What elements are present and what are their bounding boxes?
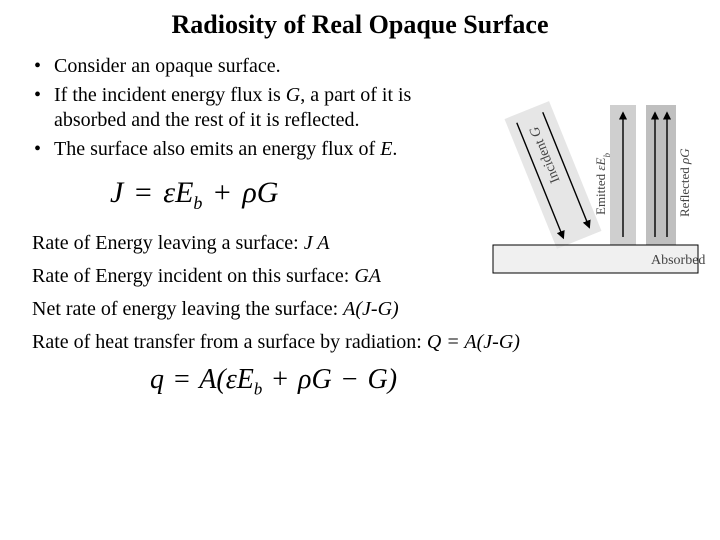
- text-line: Rate of heat transfer from a surface by …: [32, 331, 690, 354]
- bullet-item: If the incident energy flux is G, a part…: [30, 83, 470, 133]
- reflected-label: Reflected ρG: [677, 148, 692, 217]
- bullet-item: Consider an opaque surface.: [30, 54, 470, 79]
- text-line: Net rate of energy leaving the surface: …: [32, 298, 690, 321]
- radiosity-diagram: Absorbed Incident G Emitted εEb Reflecte…: [483, 100, 708, 290]
- equation-heat-flux: q = A(εEb + ρG − G): [150, 364, 690, 400]
- bullet-item: The surface also emits an energy flux of…: [30, 137, 470, 162]
- absorbed-label: Absorbed: [651, 253, 705, 268]
- emitted-label: Emitted εEb: [593, 153, 612, 216]
- bullet-list: Consider an opaque surface. If the incid…: [30, 54, 470, 162]
- content-area: Consider an opaque surface. If the incid…: [0, 54, 720, 400]
- page-title: Radiosity of Real Opaque Surface: [0, 0, 720, 54]
- reflected-beam: [646, 105, 676, 245]
